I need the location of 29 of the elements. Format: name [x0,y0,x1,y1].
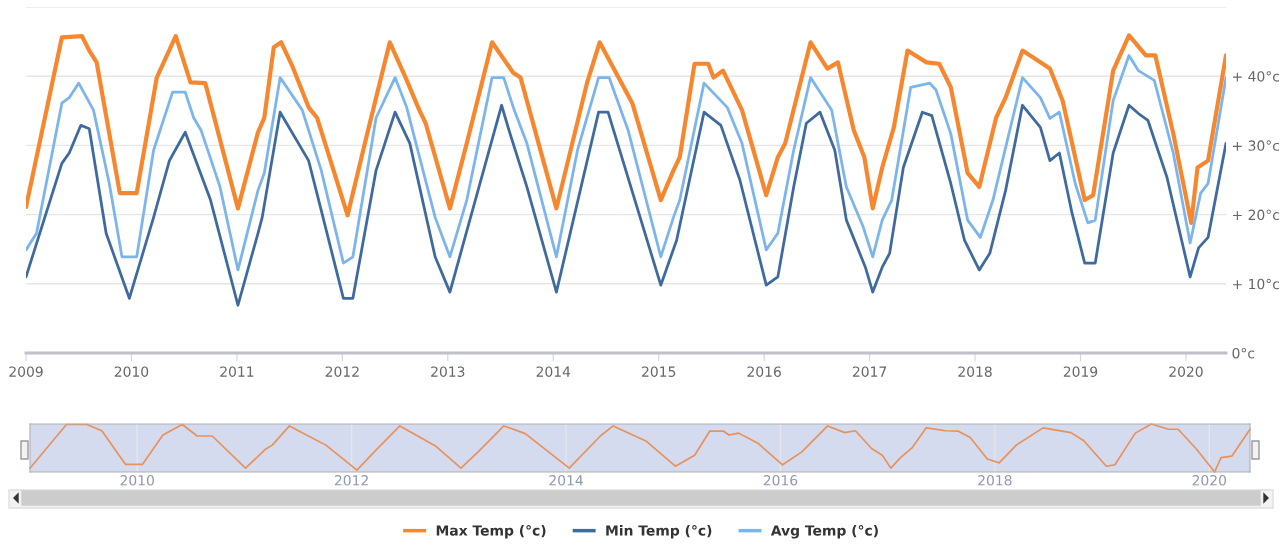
x-tick-label: 2020 [1192,475,1227,486]
legend-label: Min Temp (°c) [606,524,712,539]
x-tick-label: 2018 [978,475,1012,486]
x-tick-label: 2017 [852,366,887,377]
x-tick-label: 2018 [958,366,992,377]
x-tick-label: 2012 [325,366,359,377]
x-tick-label: 2020 [1169,366,1203,377]
x-tick-label: 2015 [642,366,676,377]
line-series [26,33,1226,225]
x-tick-label: 2016 [747,366,781,377]
x-tick-label: 2009 [9,366,43,377]
x-tick-label: 2010 [114,366,149,377]
x-tick-label: 2010 [120,475,154,486]
line-series [26,54,1226,272]
y-tick-label: + 20°c [1233,209,1279,221]
x-tick-label: 2013 [431,366,465,377]
legend-label: Max Temp (°c) [436,524,546,539]
legend-label: Avg Temp (°c) [770,524,878,539]
x-tick-label: 2014 [549,475,583,486]
y-tick-label: + 30°c [1233,140,1279,151]
x-tick-label: 2012 [334,475,368,486]
x-tick-label: 2011 [220,366,254,377]
y-tick-label: 0°c [1232,347,1255,359]
x-tick-label: 2016 [763,475,798,486]
y-tick-label: + 40°c [1233,71,1279,82]
y-tick-label: + 10°c [1233,278,1279,290]
x-tick-label: 2019 [1063,366,1098,377]
line-series [26,103,1226,307]
x-tick-label: 2014 [536,366,571,377]
